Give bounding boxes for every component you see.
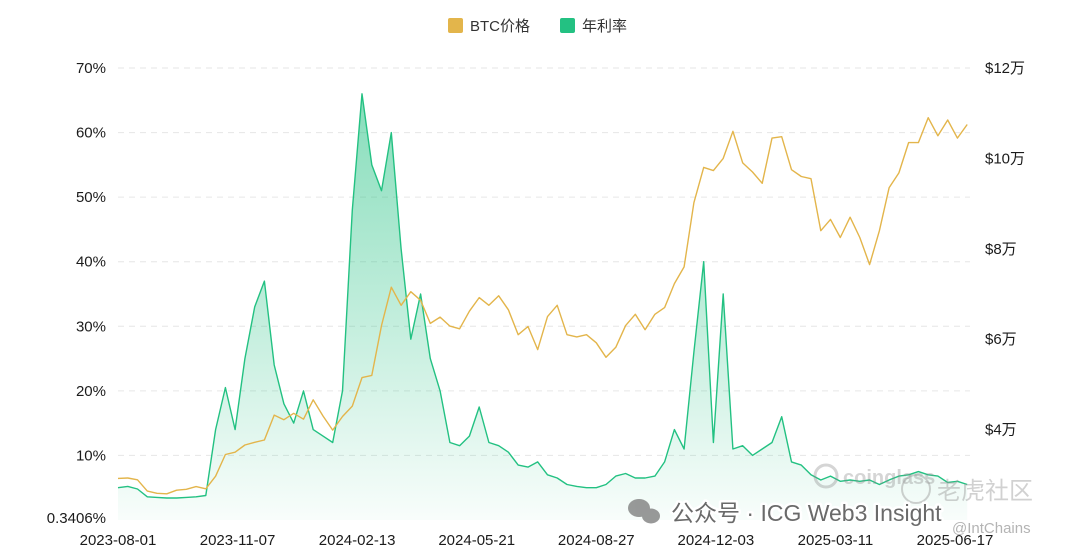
x-axis: 2023-08-01 2023-11-07 2024-02-13 2024-05-21… [80, 532, 994, 549]
annual-rate-area [118, 93, 968, 521]
watermark-wechat-text-fill: 公众号 · ICG Web3 Insight [671, 500, 942, 526]
right-axis-tick-label: $6万 [985, 331, 1017, 348]
x-axis-tick-label: 2024-08-27 [558, 532, 635, 549]
tiger-logo-icon [901, 474, 931, 504]
btc-price-line[interactable] [117, 117, 968, 495]
right-axis-tick-label: $4万 [985, 422, 1017, 439]
watermark-wechat: 公众号 · ICG Web3 Insight 公众号 · ICG Web3 In… [628, 498, 945, 529]
annual-rate-line[interactable] [117, 93, 968, 499]
legend-swatch-btc[interactable] [448, 18, 463, 33]
left-y-axis: 0.3406% 10% 20% 30% 40% 50% 60% 70% [47, 60, 106, 527]
right-axis-tick-label: $8万 [985, 241, 1017, 258]
left-axis-tick-label: 20% [76, 383, 106, 400]
watermark-handle: @IntChains [952, 520, 1031, 537]
legend: BTC价格 年利率 [448, 18, 627, 35]
left-axis-tick-label: 60% [76, 125, 106, 142]
left-axis-tick-label: 40% [76, 254, 106, 271]
x-axis-tick-label: 2024-05-21 [438, 532, 515, 549]
legend-swatch-apr[interactable] [560, 18, 575, 33]
x-axis-tick-label: 2025-06-17 [917, 532, 994, 549]
left-axis-tick-label: 30% [76, 318, 106, 335]
x-axis-tick-label: 2025-03-11 [798, 532, 874, 549]
left-axis-tick-label: 0.3406% [47, 510, 106, 527]
left-axis-tick-label: 70% [76, 60, 106, 77]
x-axis-tick-label: 2023-11-07 [200, 532, 276, 549]
x-axis-tick-label: 2024-02-13 [319, 532, 396, 549]
right-axis-tick-label: $12万 [985, 60, 1025, 77]
coinglass-logo-icon [813, 463, 839, 489]
watermark-wechat-text: 公众号 · ICG Web3 Insight [671, 500, 942, 526]
x-axis-tick-label: 2024-12-03 [677, 532, 754, 549]
wechat-icon [628, 499, 660, 524]
legend-label-apr[interactable]: 年利率 [582, 18, 627, 35]
left-axis-tick-label: 10% [76, 447, 106, 464]
x-axis-tick-label: 2023-08-01 [80, 532, 157, 549]
left-axis-tick-label: 50% [76, 189, 106, 206]
gridlines [118, 67, 970, 456]
watermark-coinglass: coinglass [813, 463, 935, 489]
watermark-coinglass-text: coinglass [843, 467, 935, 489]
legend-label-btc[interactable]: BTC价格 [470, 18, 530, 35]
right-axis-tick-label: $10万 [985, 150, 1025, 167]
watermark-community-text: 老虎社区 [937, 478, 1033, 505]
right-y-axis: $4万 $6万 $8万 $10万 $12万 [985, 60, 1025, 439]
watermark-community: 老虎社区 [901, 474, 1033, 505]
